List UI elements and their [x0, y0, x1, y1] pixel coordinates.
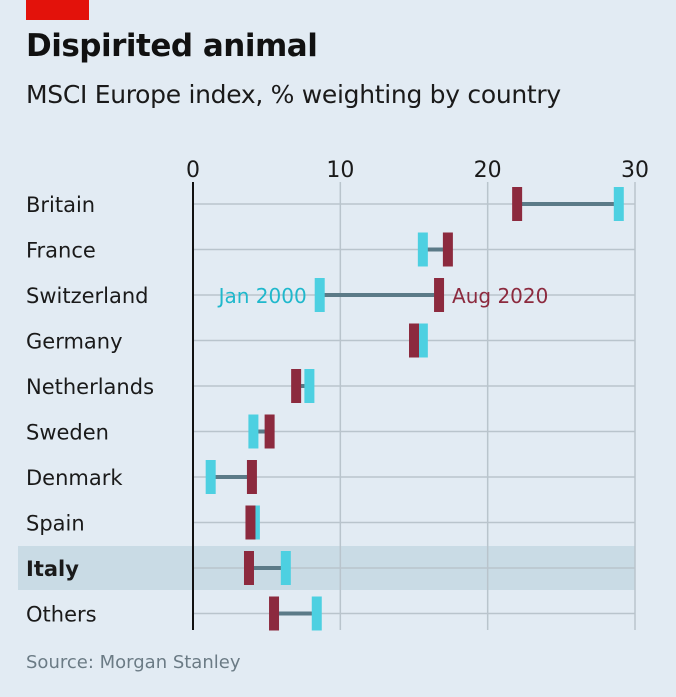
- marker-aug2020: [269, 596, 280, 631]
- marker-jan2000: [248, 414, 259, 449]
- marker-jan2000: [304, 369, 315, 403]
- marker-aug2020: [246, 460, 257, 494]
- chart-title: Dispirited animal: [26, 28, 318, 64]
- category-label: Britain: [26, 193, 95, 217]
- category-label: Italy: [26, 557, 79, 581]
- marker-jan2000: [417, 232, 428, 267]
- marker-aug2020: [409, 323, 419, 358]
- category-label: Denmark: [26, 466, 123, 490]
- marker-aug2020: [264, 414, 275, 449]
- marker-jan2000: [280, 551, 291, 585]
- category-label: Germany: [26, 330, 123, 354]
- category-label: Switzerland: [26, 284, 149, 308]
- chart-subtitle: MSCI Europe index, % weighting by countr…: [26, 80, 561, 109]
- marker-jan2000: [314, 278, 325, 312]
- marker-aug2020: [291, 369, 302, 403]
- brand-red-bar: [26, 0, 89, 20]
- marker-jan2000: [311, 596, 322, 631]
- category-label: France: [26, 239, 96, 263]
- category-label: Others: [26, 603, 97, 627]
- legend-label-aug2020: Aug 2020: [452, 284, 548, 308]
- marker-jan2000: [613, 187, 624, 221]
- category-label: Sweden: [26, 421, 109, 445]
- marker-jan2000: [205, 460, 216, 494]
- marker-aug2020: [442, 232, 453, 267]
- category-label: Spain: [26, 512, 85, 536]
- marker-aug2020: [434, 278, 445, 312]
- marker-aug2020: [245, 505, 256, 540]
- legend-label-jan2000: Jan 2000: [217, 284, 307, 308]
- x-tick-label: 10: [326, 158, 354, 183]
- marker-jan2000: [417, 323, 428, 358]
- x-tick-label: 20: [474, 158, 502, 183]
- x-tick-label: 30: [621, 158, 649, 183]
- category-label: Netherlands: [26, 375, 154, 399]
- marker-aug2020: [512, 187, 523, 221]
- source-note: Source: Morgan Stanley: [26, 652, 241, 673]
- x-tick-label: 0: [186, 158, 200, 183]
- marker-aug2020: [243, 551, 254, 585]
